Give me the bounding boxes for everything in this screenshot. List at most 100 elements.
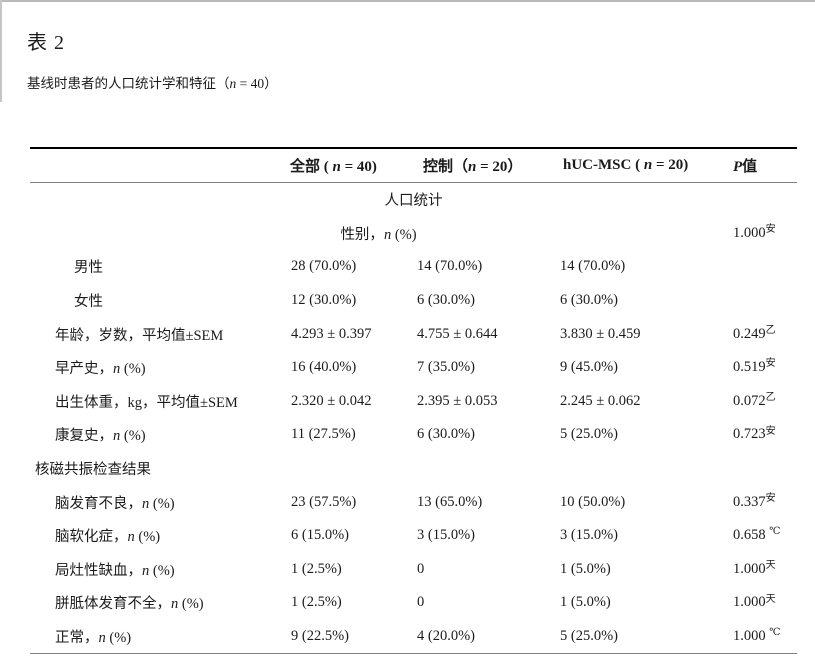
header-text: 值 [742,159,758,175]
p-superscript: ℃ [769,526,781,538]
label-text: (%) [105,630,132,647]
label-text: 脑发育不良， [55,495,142,512]
header-text: hUC-MSC ( [563,157,644,173]
table-row-rehab-history: 康复史，n (%) 11 (27.5%) 6 (30.0%) 5 (25.0%)… [30,418,797,452]
col-header-hucmsc: hUC-MSC ( n = 20) [558,157,727,174]
label-text: 胼胝体发育不全， [55,596,171,613]
cell-all: 2.320 ± 0.042 [291,392,372,409]
page-top-edge [0,0,815,2]
p-number: 0.723 [733,426,766,443]
cell-control: 0 [417,594,425,611]
cell-control: 14 (70.0%) [417,258,483,275]
cell-hucmsc: 3.830 ± 0.459 [560,325,641,342]
cell-control: 6 (30.0%) [417,426,475,443]
row-label: 男性 [74,260,103,277]
label-n: n [98,630,106,647]
row-label: 脑发育不良，n (%) [30,492,290,513]
row-label: 女性 [74,294,103,311]
label-text: (%) [391,226,417,243]
cell-pvalue: 0.072乙 [727,393,797,410]
cell-control: 13 (65.0%) [417,493,483,510]
caption-text-end: = 40） [236,76,278,91]
table-header-row: 全部 ( n = 40) 控制（n = 20） hUC-MSC ( n = 20… [30,149,797,183]
label-text: (%) [149,562,175,579]
p-number: 1.000 [733,594,766,611]
cell-hucmsc: 6 (30.0%) [560,292,618,309]
caption-text: 基线时患者的人口统计学和特征（ [27,76,230,91]
p-number: 1.000 [733,628,770,645]
table-row-sex: 性别，n (%) 1.000安 [30,217,797,251]
demographics-table: 全部 ( n = 40) 控制（n = 20） hUC-MSC ( n = 20… [30,147,797,655]
row-label: 胼胝体发育不全，n (%) [30,592,290,613]
label-text: 脑软化症， [55,529,128,546]
cell-pvalue: 0.658 ℃ [727,527,797,544]
row-label: 康复史，n (%) [30,424,290,445]
col-header-all: 全部 ( n = 40) [290,155,415,176]
cell-pvalue: 1.000 ℃ [727,628,797,645]
cell-all: 11 (27.5%) [291,426,356,443]
section-label: 核磁共振检查结果 [35,462,151,479]
label-text: (%) [120,361,146,378]
cell-pvalue: 1.000安 [727,225,797,242]
p-superscript: 安 [765,358,776,370]
cell-all: 4.293 ± 0.397 [291,325,372,342]
row-label: 局灶性缺血，n (%) [30,559,290,580]
p-number: 0.249 [733,325,766,342]
cell-control: 4 (20.0%) [417,628,475,645]
header-n: n [468,159,477,175]
cell-all: 16 (40.0%) [291,359,357,376]
row-label: 性别，n (%) [30,223,727,244]
cell-control: 3 (15.0%) [417,527,475,544]
label-text: 性别， [340,226,384,243]
cell-control: 7 (35.0%) [417,359,475,376]
label-n: n [113,361,121,378]
table-caption: 基线时患者的人口统计学和特征（n = 40） [27,72,278,92]
cell-control: 2.395 ± 0.053 [417,392,498,409]
table-row-preterm-history: 早产史，n (%) 16 (40.0%) 7 (35.0%) 9 (45.0%)… [30,351,797,385]
header-text: 全部 ( [290,159,333,175]
cell-hucmsc: 9 (45.0%) [560,359,618,376]
label-n: n [113,428,121,445]
cell-hucmsc: 3 (15.0%) [560,527,618,544]
p-superscript: 安 [765,224,776,236]
row-label: 年龄，岁数，平均值±SEM [55,327,224,344]
label-n: n [127,529,135,546]
cell-all: 6 (15.0%) [291,527,349,544]
cell-hucmsc: 1 (5.0%) [560,594,611,611]
table-row-female: 女性 12 (30.0%) 6 (30.0%) 6 (30.0%) [30,284,797,318]
table-row-brain-dysplasia: 脑发育不良，n (%) 23 (57.5%) 13 (65.0%) 10 (50… [30,485,797,519]
table-row-age: 年龄，岁数，平均值±SEM 4.293 ± 0.397 4.755 ± 0.64… [30,317,797,351]
col-header-control: 控制（n = 20） [415,155,558,176]
table-row-section-demographics: 人口统计 [30,183,797,217]
cell-all: 23 (57.5%) [291,493,357,510]
table-row-birth-weight: 出生体重，kg，平均值±SEM 2.320 ± 0.042 2.395 ± 0.… [30,385,797,419]
cell-control: 4.755 ± 0.644 [417,325,498,342]
label-text: 早产史， [55,361,113,378]
label-text: (%) [178,596,204,613]
header-n: n [643,157,653,173]
cell-hucmsc: 10 (50.0%) [560,493,626,510]
label-n: n [383,226,392,243]
p-number: 0.072 [733,392,766,409]
cell-control: 6 (30.0%) [417,292,475,309]
cell-all: 1 (2.5%) [291,594,342,611]
cell-pvalue: 0.337安 [727,493,797,511]
p-number: 1.000 [733,224,766,241]
label-text: 局灶性缺血， [55,562,142,579]
section-label: 人口统计 [384,193,443,210]
table-title: 表 2 [27,32,65,54]
cell-pvalue: 0.249乙 [727,324,797,343]
p-superscript: 乙 [765,324,776,336]
table-row-section-mri: 核磁共振检查结果 [30,452,797,486]
p-superscript: 天 [765,593,776,605]
p-superscript: 安 [765,425,776,437]
cell-all: 12 (30.0%) [291,292,357,309]
label-text: (%) [134,529,161,546]
cell-pvalue: 1.000天 [727,561,797,578]
p-superscript: ℃ [769,627,781,639]
p-number: 1.000 [733,560,766,577]
header-text: 控制（ [423,159,469,175]
page-left-edge [0,0,2,102]
table-row-male: 男性 28 (70.0%) 14 (70.0%) 14 (70.0%) [30,250,797,284]
cell-hucmsc: 14 (70.0%) [560,258,626,275]
